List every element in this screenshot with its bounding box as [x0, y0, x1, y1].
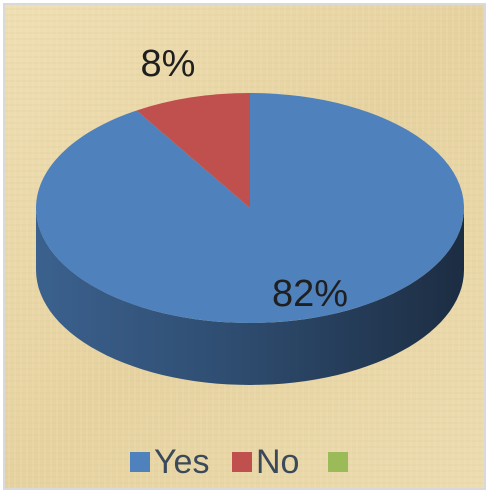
- legend-swatch: [130, 452, 150, 472]
- legend-swatch: [232, 452, 252, 472]
- legend-label: No: [256, 443, 299, 481]
- value-label: 8%: [141, 43, 196, 85]
- slice-side: [36, 208, 464, 385]
- legend-label: Yes: [154, 443, 209, 481]
- legend-swatch: [328, 452, 348, 472]
- slice: [136, 93, 250, 208]
- value-label: 82%: [272, 273, 348, 315]
